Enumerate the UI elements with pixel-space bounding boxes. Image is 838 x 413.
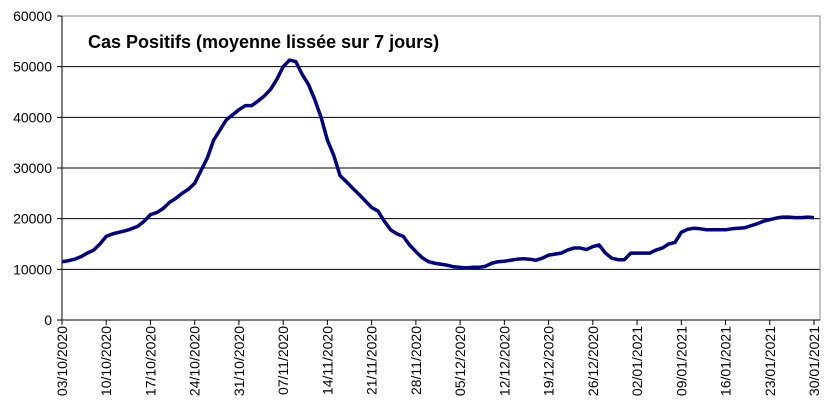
x-tick-label: 05/12/2020 <box>452 326 468 396</box>
x-tick-label: 09/01/2021 <box>673 326 689 396</box>
y-tick-label: 10000 <box>13 261 52 277</box>
x-tick-label: 17/10/2020 <box>142 326 158 396</box>
x-tick-label: 24/10/2020 <box>187 326 203 396</box>
y-tick-label: 50000 <box>13 59 52 75</box>
y-tick-label: 0 <box>44 312 52 328</box>
y-tick-label: 60000 <box>13 8 52 24</box>
y-tick-label: 40000 <box>13 109 52 125</box>
x-tick-label: 03/10/2020 <box>54 326 70 396</box>
x-tick-label: 14/11/2020 <box>319 326 335 395</box>
x-tick-label: 02/01/2021 <box>629 326 645 396</box>
plot: 0 10000 20000 30000 40000 50000 60000 03/10/202… <box>13 8 822 396</box>
x-tick-label: 31/10/2020 <box>231 326 247 396</box>
x-tick-label: 10/10/2020 <box>98 326 114 396</box>
x-tick-label: 16/01/2021 <box>718 326 734 396</box>
y-tick-label: 30000 <box>13 160 52 176</box>
chart-title: Cas Positifs (moyenne lissée sur 7 jours… <box>88 32 439 52</box>
x-tick-label: 26/12/2020 <box>585 326 601 396</box>
x-tick-label: 28/11/2020 <box>408 326 424 395</box>
y-tick-label: 20000 <box>13 211 52 227</box>
x-tick-label: 30/01/2021 <box>806 326 822 396</box>
x-tick-label: 19/12/2020 <box>541 326 557 396</box>
x-tick-label: 23/01/2021 <box>762 326 778 396</box>
x-tick-label: 21/11/2020 <box>364 326 380 395</box>
data-line <box>61 58 815 270</box>
x-tick-label: 07/11/2020 <box>275 326 291 395</box>
x-tick-label: 12/12/2020 <box>496 326 512 396</box>
